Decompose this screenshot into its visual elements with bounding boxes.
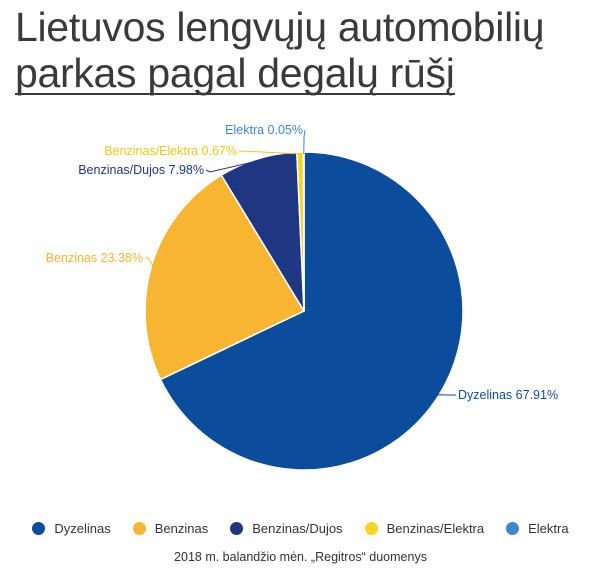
pie-slice-benzinas[interactable] [144, 174, 306, 381]
legend-label-benzinas: Benzinas [154, 521, 209, 536]
legend-swatch-dyzelinas [32, 522, 46, 535]
leader-line-benzinas [145, 257, 154, 267]
pie-chart: Dyzelinas 67.91% Benzinas 23.38% Benzinas/… [46, 123, 558, 471]
legend-item-elektra[interactable]: Elektra [506, 521, 569, 536]
data-label-elektra: Elektra 0.05% [225, 123, 303, 137]
title-underline [15, 93, 455, 95]
legend-item-benzinas-dujos[interactable]: Benzinas/Dujos [230, 521, 343, 536]
legend-label-dyzelinas: Dyzelinas [54, 521, 111, 536]
legend-item-benzinas[interactable]: Benzinas [132, 521, 209, 536]
pie-slice-dyzelinas[interactable] [159, 151, 464, 471]
pie-labels: Dyzelinas 67.91% Benzinas 23.38% Benzinas/… [46, 123, 558, 402]
title-line-1: Lietuvos lengvųjų automobilių [15, 4, 545, 50]
legend-swatch-benzinas-elektra [364, 522, 378, 535]
legend-swatch-benzinas-dujos [230, 522, 244, 535]
pie-slices [144, 151, 464, 471]
data-label-benzinas-elektra: Benzinas/Elektra 0.67% [104, 144, 237, 158]
legend-label-benzinas-elektra: Benzinas/Elektra [386, 521, 485, 536]
legend-label-elektra: Elektra [528, 521, 569, 536]
title-line-2: parkas pagal degalų rūšį [15, 50, 455, 96]
chart-title: Lietuvos lengvųjų automobilių parkas pag… [15, 4, 585, 96]
data-label-benzinas-dujos: Benzinas/Dujos 7.98% [78, 163, 204, 177]
legend-swatch-benzinas [132, 522, 146, 535]
pie-slice-elektra[interactable] [302, 151, 305, 312]
leader-line-benzinas-elektra [238, 150, 301, 155]
data-label-dyzelinas: Dyzelinas 67.91% [458, 388, 558, 402]
legend-item-benzinas-elektra[interactable]: Benzinas/Elektra [364, 521, 485, 536]
source-note: 2018 m. balandžio mėn. „Regitros“ duomen… [174, 550, 427, 564]
leader-line-benzinas-dujos [205, 160, 259, 173]
leader-line-elektra [303, 129, 306, 155]
data-label-benzinas: Benzinas 23.38% [46, 251, 143, 265]
legend-item-dyzelinas[interactable]: Dyzelinas [32, 521, 111, 536]
legend: Dyzelinas Benzinas Benzinas/Dujos Benzin… [0, 521, 601, 536]
legend-swatch-elektra [506, 522, 520, 535]
legend-label-benzinas-dujos: Benzinas/Dujos [252, 521, 343, 536]
